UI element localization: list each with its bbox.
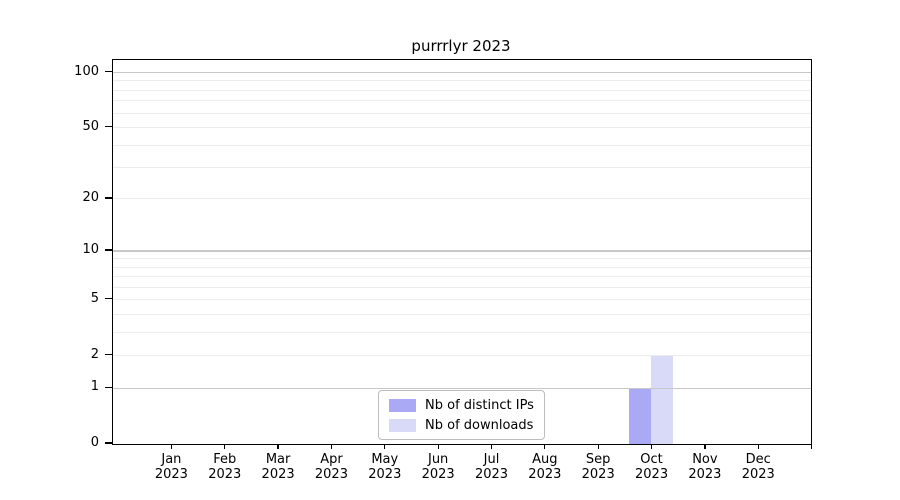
x-tick-mark xyxy=(170,444,173,450)
gridline-minor xyxy=(113,80,811,82)
gridline-minor xyxy=(113,167,811,169)
x-tick-mark xyxy=(277,444,279,450)
y-tick-mark xyxy=(105,386,112,388)
y-tick-mark xyxy=(105,70,112,73)
x-tick-label: May 2023 xyxy=(349,452,421,482)
y-tick-label: 100 xyxy=(74,63,99,79)
gridline-minor xyxy=(113,127,811,128)
chart-title: purrrlyr 2023 xyxy=(411,37,511,55)
x-tick-year: 2023 xyxy=(368,467,402,482)
y-tick-label: 1 xyxy=(90,379,99,395)
x-tick-label: Oct 2023 xyxy=(616,452,688,482)
y-tick-label: 20 xyxy=(82,189,99,205)
x-tick-year: 2023 xyxy=(421,467,455,482)
x-tick-month: Oct xyxy=(640,452,663,467)
x-tick-mark xyxy=(810,444,813,450)
gridline-minor xyxy=(113,89,811,91)
x-tick-mark xyxy=(437,444,439,450)
y-tick-mark xyxy=(105,249,112,251)
x-tick-year: 2023 xyxy=(474,467,509,482)
y-tick-mark xyxy=(105,353,112,356)
x-tick-year: 2023 xyxy=(208,467,242,482)
x-tick-mark xyxy=(224,444,226,450)
y-tick-label: 2 xyxy=(90,346,99,362)
y-tick-label: 5 xyxy=(90,290,99,306)
x-tick-label: Apr 2023 xyxy=(295,452,367,482)
x-tick-mark xyxy=(330,444,333,450)
legend-swatch-downloads xyxy=(389,418,416,432)
bar-downloads xyxy=(651,355,674,444)
x-tick-month: Feb xyxy=(213,452,237,467)
gridline-minor xyxy=(113,276,811,278)
x-tick-mark xyxy=(597,444,599,450)
x-tick-label: Aug 2023 xyxy=(509,452,581,482)
x-tick-month: Jan xyxy=(161,452,182,467)
y-tick-label: 50 xyxy=(82,118,99,134)
y-tick-mark xyxy=(105,197,112,199)
x-tick-month: Nov xyxy=(692,452,718,467)
x-tick-year: 2023 xyxy=(314,467,348,482)
x-tick-month: Aug xyxy=(532,452,558,467)
x-tick-mark xyxy=(757,444,759,450)
x-tick-month: Apr xyxy=(320,452,343,467)
y-tick-mark xyxy=(105,442,112,444)
x-tick-mark xyxy=(704,444,706,450)
bar-distinct-ips xyxy=(629,388,652,444)
y-tick-label: 10 xyxy=(82,241,99,257)
x-tick-year: 2023 xyxy=(581,467,615,482)
x-tick-year: 2023 xyxy=(688,467,722,482)
x-tick-label: Jul 2023 xyxy=(456,452,528,482)
gridline-minor xyxy=(113,198,811,200)
y-tick-mark xyxy=(105,125,112,128)
x-tick-label: Feb 2023 xyxy=(189,452,261,482)
gridline-minor xyxy=(113,100,811,102)
gridline-minor xyxy=(113,286,811,288)
legend: Nb of distinct IPs Nb of downloads xyxy=(378,390,545,440)
legend-label: Nb of downloads xyxy=(425,417,534,433)
x-tick-label: Nov 2023 xyxy=(669,452,741,482)
x-tick-mark xyxy=(384,444,386,450)
x-tick-mark xyxy=(544,444,546,450)
x-tick-mark xyxy=(490,444,493,450)
gridline-minor xyxy=(113,355,811,357)
x-tick-year: 2023 xyxy=(528,467,562,482)
gridline-minor xyxy=(113,266,811,268)
legend-item: Nb of downloads xyxy=(389,416,534,434)
x-tick-month: Jun xyxy=(427,452,449,467)
x-tick-month: Mar xyxy=(265,452,291,467)
x-tick-label: Jan 2023 xyxy=(135,452,207,482)
x-tick-year: 2023 xyxy=(635,467,669,482)
gridline-minor xyxy=(113,299,811,301)
legend-swatch-distinct-ips xyxy=(389,398,416,412)
x-tick-month: Jul xyxy=(483,452,500,467)
gridline-minor xyxy=(113,258,811,260)
x-tick-year: 2023 xyxy=(154,467,188,482)
x-tick-label: Sep 2023 xyxy=(562,452,634,482)
x-tick-mark xyxy=(650,444,653,450)
gridline-minor xyxy=(113,331,811,333)
x-tick-label: Jun 2023 xyxy=(402,452,474,482)
y-tick-mark xyxy=(105,298,112,300)
gridline-major xyxy=(113,250,811,252)
x-tick-label: Mar 2023 xyxy=(242,452,314,482)
gridline-minor xyxy=(113,313,811,315)
gridline-minor xyxy=(113,144,811,146)
gridline-major xyxy=(113,387,811,389)
x-tick-label: Dec 2023 xyxy=(722,452,794,482)
x-tick-year: 2023 xyxy=(741,467,775,482)
x-tick-month: May xyxy=(371,452,399,467)
x-tick-month: Dec xyxy=(745,452,771,467)
plot-area: Nb of distinct IPs Nb of downloads xyxy=(112,59,812,445)
gridline-minor xyxy=(113,112,811,114)
x-tick-year: 2023 xyxy=(261,467,295,482)
y-tick-label: 0 xyxy=(90,435,99,450)
x-tick-month: Sep xyxy=(585,452,611,467)
legend-label: Nb of distinct IPs xyxy=(425,397,534,413)
legend-item: Nb of distinct IPs xyxy=(389,396,534,414)
gridline-major xyxy=(113,71,811,74)
